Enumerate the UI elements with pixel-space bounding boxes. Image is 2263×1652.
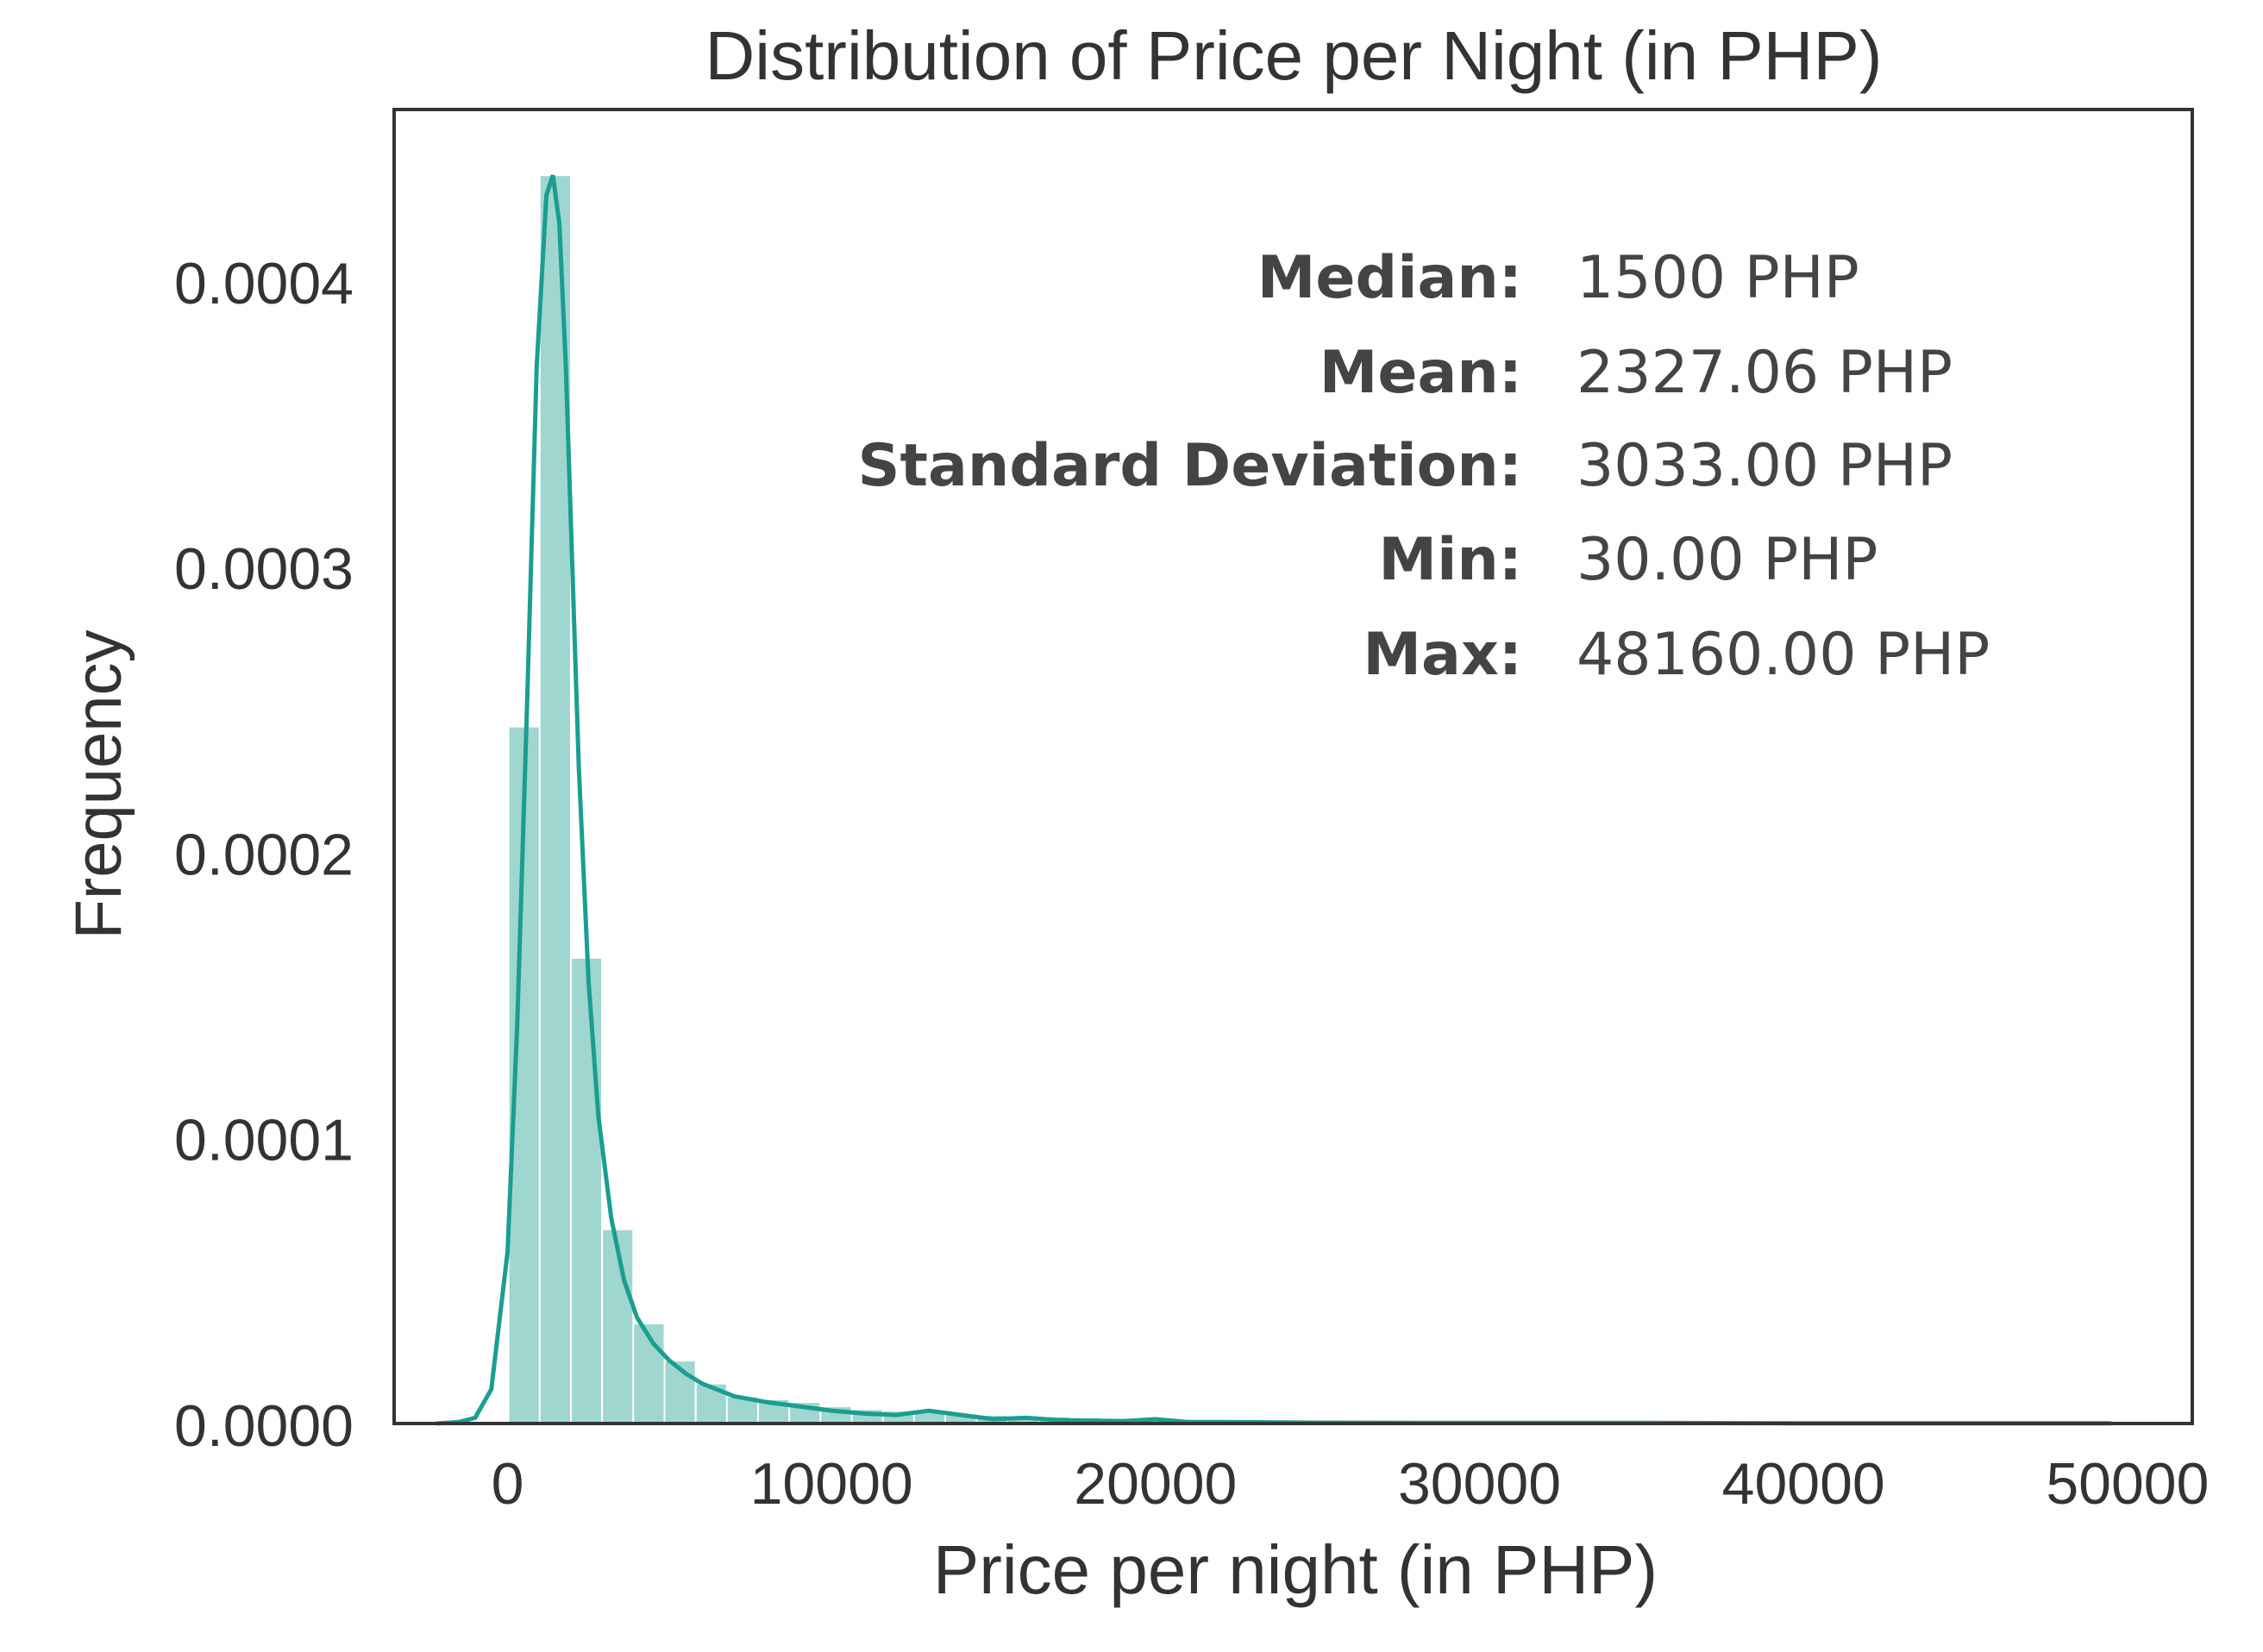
- stat-label: Max:: [1363, 621, 1522, 689]
- stat-label: Median:: [1257, 244, 1522, 312]
- y-tick-label: 0.0002: [174, 822, 354, 887]
- stat-label: Mean:: [1320, 339, 1522, 407]
- y-tick-label: 0.0000: [174, 1393, 354, 1459]
- stat-value: 1500 PHP: [1577, 244, 1859, 312]
- x-tick-label: 10000: [750, 1451, 913, 1517]
- plot-frame: [392, 108, 2194, 1425]
- x-tick-label: 40000: [1722, 1451, 1885, 1517]
- x-tick-label: 20000: [1074, 1451, 1237, 1517]
- x-tick-label: 30000: [1398, 1451, 1561, 1517]
- statistics-annotation: Median: 1500 PHP Mean: 2327.06 PHP Standard …: [858, 244, 1990, 689]
- y-tick-label: 0.0004: [174, 251, 354, 316]
- kde-curve: [436, 174, 2112, 1426]
- x-tick-label: 0: [492, 1451, 524, 1517]
- y-tick-labels: 0.0000 0.0001 0.0002 0.0003 0.0004: [174, 251, 354, 1459]
- y-axis-label: Frequency: [62, 629, 135, 939]
- chart-title: Distribution of Price per Night (in PHP): [705, 17, 1883, 94]
- x-axis-label: Price per night (in PHP): [933, 1531, 1658, 1608]
- stat-value: 3033.00 PHP: [1577, 432, 1953, 500]
- stat-value: 30.00 PHP: [1577, 526, 1877, 594]
- histogram-bar: [569, 956, 604, 1424]
- y-tick-label: 0.0001: [174, 1108, 354, 1173]
- stat-value: 48160.00 PHP: [1577, 621, 1990, 689]
- stat-label: Min:: [1378, 526, 1522, 594]
- x-tick-label: 50000: [2046, 1451, 2209, 1517]
- stat-label: Standard Deviation:: [858, 432, 1522, 500]
- x-tick-labels: 0 10000 20000 30000 40000 50000: [492, 1451, 2210, 1517]
- stat-value: 2327.06 PHP: [1577, 339, 1953, 407]
- y-tick-label: 0.0003: [174, 536, 354, 602]
